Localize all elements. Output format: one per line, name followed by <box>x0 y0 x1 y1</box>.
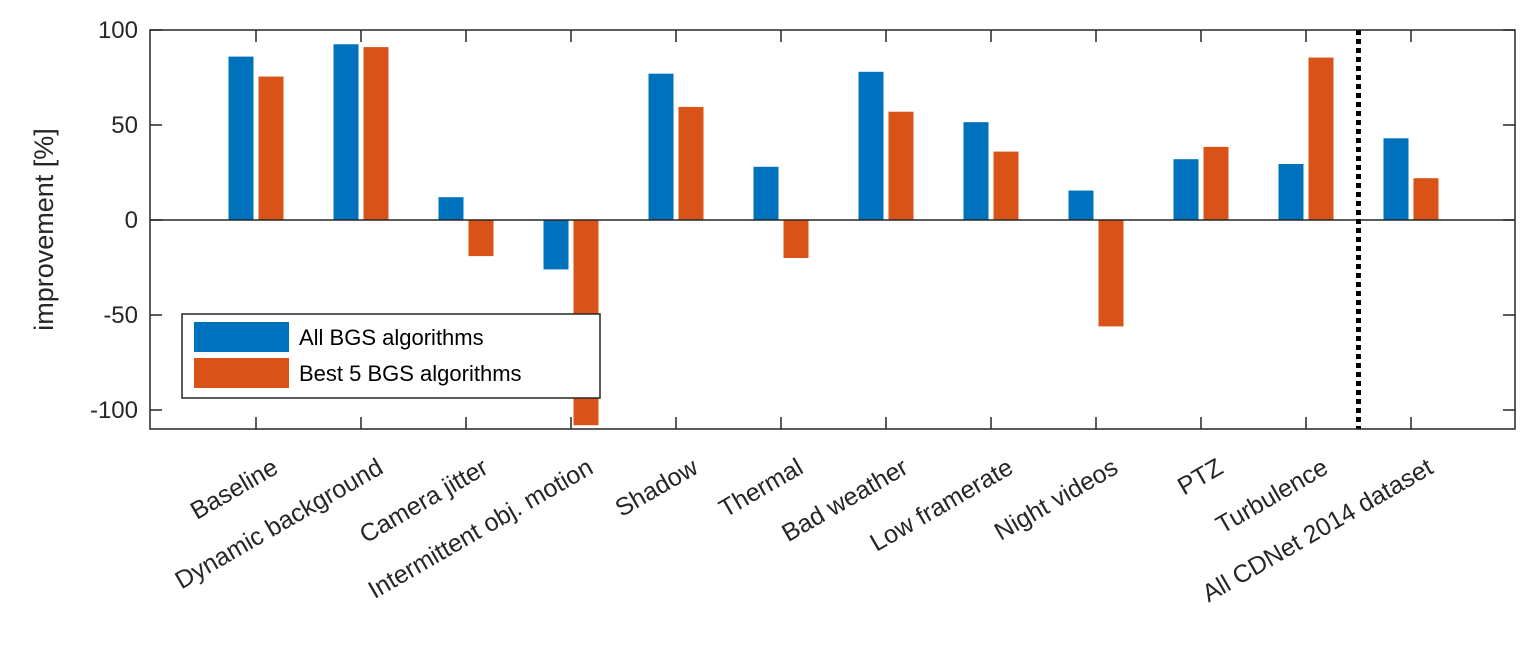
bar-series-1-cat-11 <box>1383 138 1409 220</box>
bar-series-1-cat-8 <box>1068 190 1094 220</box>
bar-series-2-cat-5 <box>783 220 809 258</box>
bar-series-2-cat-9 <box>1203 146 1229 220</box>
y-tick-label: -100 <box>90 397 138 424</box>
plot-frame <box>149 29 1516 430</box>
bars-layer <box>228 44 1439 426</box>
bar-series-2-cat-1 <box>363 47 389 220</box>
legend-swatch-1 <box>194 322 289 352</box>
bar-series-2-cat-11 <box>1413 178 1439 220</box>
x-category-label: Shadow <box>610 453 703 523</box>
y-tick-label: -50 <box>103 302 138 329</box>
bar-series-1-cat-1 <box>333 44 359 220</box>
legend-label-2: Best 5 BGS algorithms <box>299 361 522 386</box>
bar-series-2-cat-0 <box>258 76 284 220</box>
y-axis-label: improvement [%] <box>29 128 59 331</box>
legend-label-1: All BGS algorithms <box>299 325 484 350</box>
bar-series-1-cat-7 <box>963 122 989 220</box>
y-axis-ticks: 100 50 0 -50 -100 <box>90 17 1515 424</box>
bar-series-1-cat-5 <box>753 166 779 220</box>
bar-series-2-cat-10 <box>1308 57 1334 220</box>
y-tick-label: 0 <box>125 207 138 234</box>
bar-series-1-cat-6 <box>858 71 884 220</box>
bar-series-1-cat-9 <box>1173 159 1199 220</box>
bar-series-1-cat-0 <box>228 56 254 220</box>
bar-series-1-cat-10 <box>1278 163 1304 220</box>
y-tick-label: 100 <box>98 17 138 44</box>
bar-series-2-cat-7 <box>993 151 1019 220</box>
bar-series-2-cat-4 <box>678 106 704 220</box>
bar-series-1-cat-2 <box>438 197 464 220</box>
legend-swatch-2 <box>194 358 289 388</box>
bar-series-2-cat-2 <box>468 220 494 257</box>
y-tick-label: 50 <box>111 112 138 139</box>
bar-series-1-cat-3 <box>543 220 569 270</box>
bar-series-2-cat-8 <box>1098 220 1124 327</box>
x-category-label: PTZ <box>1173 453 1228 501</box>
bar-series-2-cat-6 <box>888 111 914 220</box>
legend: All BGS algorithms Best 5 BGS algorithms <box>181 313 601 399</box>
bar-series-1-cat-4 <box>648 73 674 220</box>
